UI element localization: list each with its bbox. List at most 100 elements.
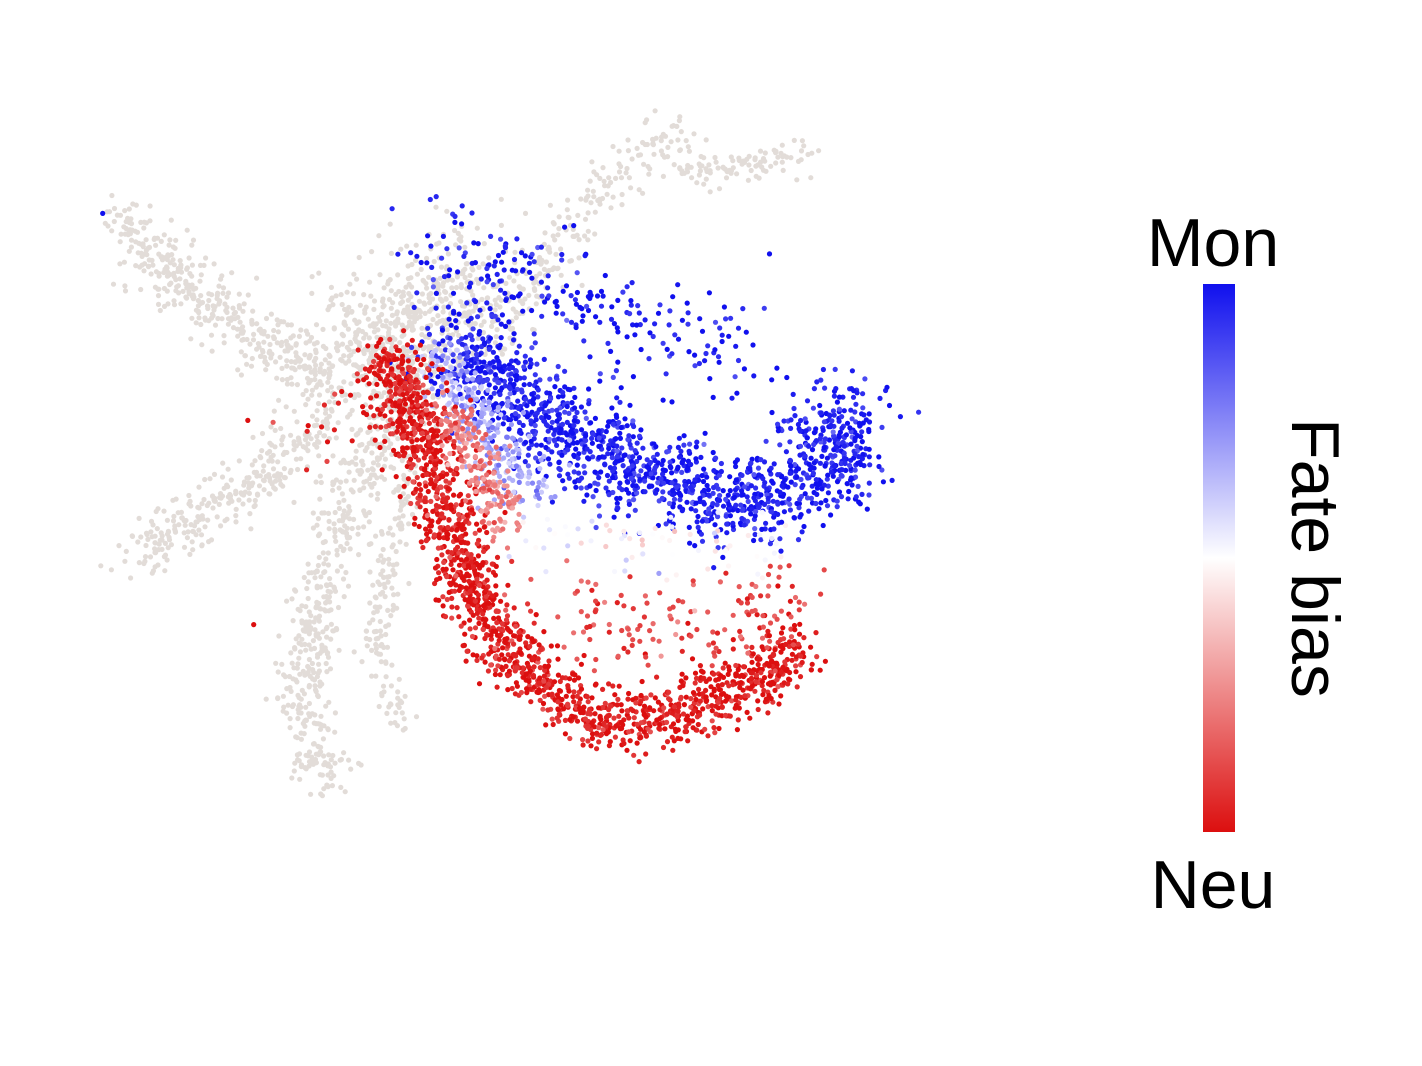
data-point: [722, 660, 728, 666]
data-point: [143, 237, 149, 243]
data-point: [528, 421, 534, 427]
data-point: [537, 377, 543, 383]
data-point: [506, 274, 512, 280]
data-point: [431, 258, 437, 265]
data-point: [433, 305, 439, 311]
data-point: [623, 473, 629, 479]
data-point: [251, 469, 257, 475]
data-point: [660, 397, 666, 403]
data-point: [509, 558, 515, 565]
data-point: [260, 349, 266, 355]
data-point: [385, 530, 391, 536]
data-point: [513, 368, 519, 375]
data-point: [485, 422, 491, 428]
data-point: [723, 496, 729, 502]
data-point: [202, 315, 208, 321]
data-point: [715, 545, 721, 551]
data-point: [336, 647, 342, 653]
data-point: [560, 288, 566, 294]
data-point: [760, 156, 767, 162]
data-point: [199, 501, 205, 507]
data-point: [295, 661, 301, 667]
data-point: [733, 502, 739, 508]
data-point: [626, 690, 632, 697]
data-point: [589, 435, 595, 441]
data-point: [378, 643, 384, 649]
data-point: [685, 162, 691, 169]
data-point: [382, 456, 388, 462]
data-point: [244, 475, 250, 481]
data-point: [503, 280, 509, 286]
data-point: [361, 292, 367, 298]
data-point: [849, 368, 856, 374]
data-point: [323, 556, 329, 562]
data-point: [814, 379, 820, 385]
data-point: [677, 492, 683, 498]
data-point: [715, 497, 721, 504]
data-point: [371, 610, 377, 616]
data-point: [694, 180, 700, 186]
data-point: [390, 567, 396, 573]
data-point: [279, 437, 285, 443]
data-point: [447, 267, 453, 273]
data-point: [318, 749, 324, 755]
data-point: [624, 284, 630, 290]
data-point: [374, 496, 380, 502]
data-point: [381, 390, 387, 396]
data-point: [444, 327, 450, 333]
data-point: [798, 476, 804, 483]
data-point: [506, 460, 512, 466]
data-point: [364, 643, 370, 649]
data-point: [414, 315, 420, 321]
data-point: [388, 250, 394, 256]
data-point: [377, 318, 383, 324]
data-point: [620, 289, 626, 295]
data-point: [267, 448, 273, 455]
data-point: [357, 427, 363, 433]
data-point: [269, 458, 275, 464]
data-point: [444, 574, 450, 580]
data-point: [400, 289, 406, 295]
data-point: [793, 654, 800, 660]
data-point: [484, 632, 490, 638]
data-point: [650, 142, 657, 148]
data-point: [718, 468, 725, 475]
data-point: [750, 342, 756, 348]
data-point: [146, 263, 152, 269]
data-point: [614, 325, 620, 331]
data-point: [481, 319, 487, 325]
data-point: [495, 429, 501, 435]
data-point: [155, 293, 162, 299]
data-point: [447, 348, 453, 354]
data-point: [544, 390, 550, 396]
data-point: [389, 662, 395, 668]
data-point: [348, 381, 354, 387]
data-point: [149, 570, 155, 576]
data-point: [244, 361, 250, 367]
data-point: [490, 349, 496, 355]
data-point: [644, 464, 650, 470]
data-point: [296, 333, 302, 339]
data-point: [617, 480, 623, 486]
data-point: [837, 429, 844, 435]
data-point: [508, 326, 514, 332]
data-point: [591, 724, 598, 730]
data-point: [466, 284, 472, 290]
data-point: [733, 463, 739, 470]
data-point: [537, 451, 543, 457]
data-point: [822, 463, 828, 469]
data-point: [261, 339, 267, 345]
data-point: [642, 478, 648, 484]
data-point: [633, 490, 640, 496]
data-point: [753, 173, 759, 179]
data-point: [526, 433, 532, 439]
data-point: [249, 317, 255, 323]
data-point: [627, 311, 633, 317]
data-point: [596, 475, 602, 481]
data-point: [499, 351, 505, 357]
data-point: [573, 446, 579, 452]
data-point: [849, 416, 855, 422]
data-point: [720, 665, 726, 671]
data-point: [679, 317, 686, 323]
data-point: [312, 575, 318, 581]
